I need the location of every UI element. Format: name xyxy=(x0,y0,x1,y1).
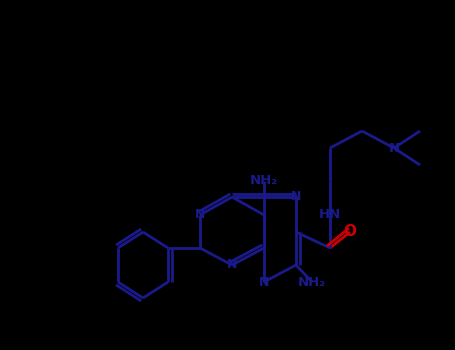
Text: HN: HN xyxy=(319,209,341,222)
Text: N: N xyxy=(227,259,237,272)
Text: N: N xyxy=(259,275,269,288)
Text: N: N xyxy=(195,209,205,222)
Text: O: O xyxy=(344,224,357,239)
Text: N: N xyxy=(389,141,399,154)
Text: NH₂: NH₂ xyxy=(250,175,278,188)
Text: NH₂: NH₂ xyxy=(298,275,326,288)
Text: N: N xyxy=(291,190,301,203)
